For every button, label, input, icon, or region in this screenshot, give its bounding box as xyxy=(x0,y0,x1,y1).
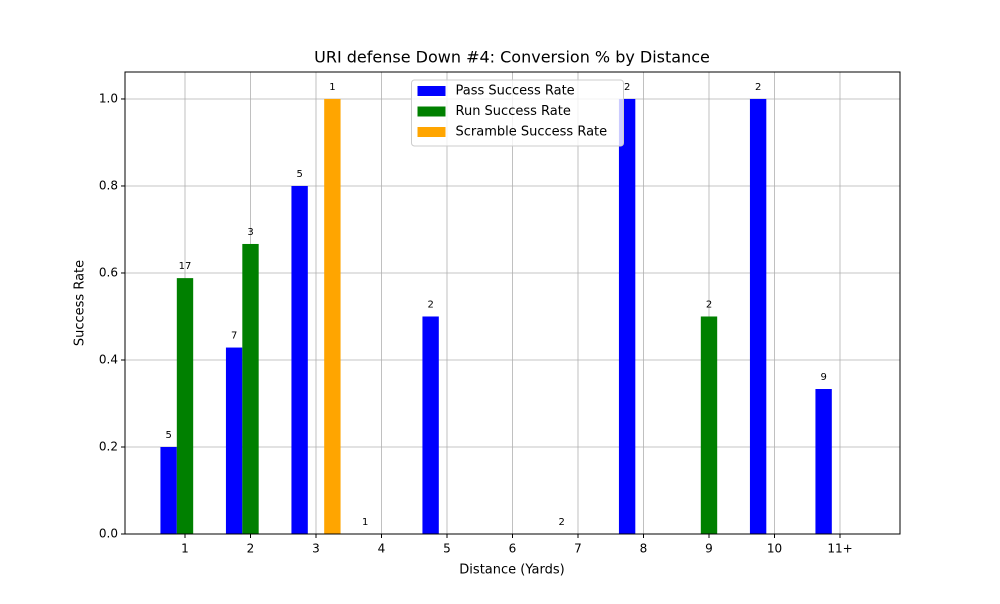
y-tick-label: 1.0 xyxy=(99,91,118,105)
y-tick-label: 0.6 xyxy=(99,265,118,279)
bar-count-label: 2 xyxy=(558,517,564,528)
bar-count-label: 2 xyxy=(706,299,712,310)
legend-label: Pass Success Rate xyxy=(456,84,575,99)
x-tick-label: 8 xyxy=(640,542,648,556)
bar xyxy=(618,98,636,535)
bar-count-label: 9 xyxy=(820,372,826,383)
bar-count-label: 2 xyxy=(624,82,630,93)
x-tick-label: 9 xyxy=(705,542,713,556)
bar-count-label: 5 xyxy=(165,430,171,441)
legend-label: Scramble Success Rate xyxy=(456,125,608,140)
bar-count-label: 7 xyxy=(231,331,237,342)
x-tick-label: 10 xyxy=(767,542,782,556)
x-tick-label: 11+ xyxy=(827,542,852,556)
bar-count-label: 2 xyxy=(427,299,433,310)
y-axis-label: Success Rate xyxy=(73,260,88,346)
bar-count-label: 3 xyxy=(247,227,253,238)
y-tick-label: 0.4 xyxy=(99,352,118,366)
plot-frame xyxy=(124,71,901,535)
legend-label: Run Success Rate xyxy=(456,104,571,119)
x-axis-label: Distance (Yards) xyxy=(459,563,564,578)
bar xyxy=(324,98,341,535)
bar xyxy=(225,347,243,534)
legend-swatch xyxy=(417,86,446,96)
x-tick-label: 7 xyxy=(574,542,582,556)
x-tick-label: 3 xyxy=(312,542,320,556)
bar xyxy=(749,98,767,535)
chart-title: URI defense Down #4: Conversion % by Dis… xyxy=(314,48,710,67)
bar xyxy=(160,446,177,534)
bar-count-label: 1 xyxy=(329,82,335,93)
bar-count-label: 17 xyxy=(179,261,192,272)
legend-swatch xyxy=(417,127,446,137)
x-tick-label: 1 xyxy=(181,542,189,556)
bar-count-label: 5 xyxy=(296,169,302,180)
x-tick-label: 2 xyxy=(247,542,255,556)
x-tick-label: 5 xyxy=(443,542,451,556)
x-tick-label: 6 xyxy=(509,542,517,556)
bar xyxy=(291,185,308,534)
bar xyxy=(700,316,718,534)
bar xyxy=(176,278,194,534)
legend-swatch xyxy=(417,106,446,117)
y-tick-label: 0.0 xyxy=(99,527,118,541)
x-tick-label: 4 xyxy=(378,542,386,556)
bar xyxy=(815,389,832,534)
bar-count-label: 1 xyxy=(362,517,368,528)
bar xyxy=(242,243,259,534)
bar-count-label: 2 xyxy=(755,82,761,93)
legend-box xyxy=(411,79,624,147)
y-tick-label: 0.2 xyxy=(99,439,118,453)
y-tick-label: 0.8 xyxy=(99,178,118,192)
bar xyxy=(422,316,439,534)
